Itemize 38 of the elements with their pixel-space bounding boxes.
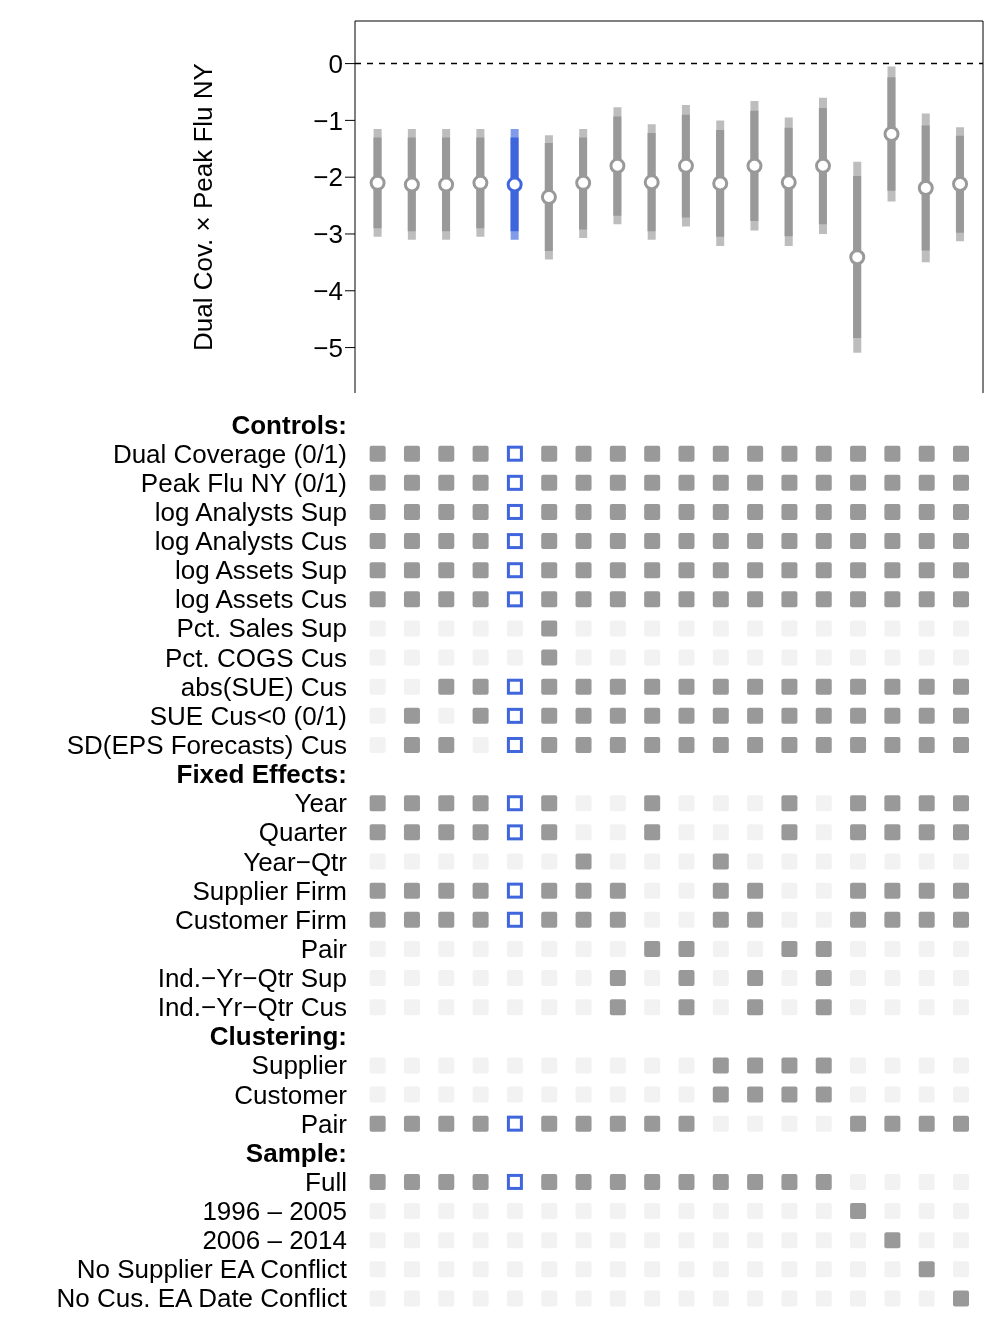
y-axis-title: Dual Cov. × Peak Flu NY [188, 63, 219, 351]
y-tick-label: log Analysts Sup [154, 496, 347, 527]
y-tick-label: −4 [313, 276, 343, 306]
y-tick-label: Pct. COGS Cus [164, 642, 347, 673]
y-tick-label: log Assets Cus [175, 584, 347, 615]
y-tick-label: Year−Qtr [243, 846, 348, 877]
y-tick-label: Full [305, 1166, 347, 1197]
y-tick-label: abs(SUE) Cus [180, 671, 347, 702]
y-tick-label: SUE Cus<0 (0/1) [149, 700, 347, 731]
y-tick-label: Year [294, 788, 348, 819]
y-tick-label: 0 [328, 48, 343, 79]
y-tick-label: −2 [313, 162, 343, 193]
y-tick-label: Fixed Effects: [176, 759, 347, 790]
y-tick-label: 2006 – 2014 [202, 1225, 347, 1256]
y-tick-label: SD(EPS Forecasts) Cus [66, 729, 347, 760]
y-tick-label: Ind.−Yr−Qtr Sup [157, 963, 347, 994]
y-tick-label: log Analysts Cus [154, 526, 347, 557]
y-tick-label: Dual Coverage (0/1) [112, 438, 347, 469]
y-tick-label: Ind.−Yr−Qtr Cus [157, 992, 347, 1023]
y-tick-label: Pct. Sales Sup [176, 613, 347, 644]
y-tick-label: Controls: [231, 409, 347, 440]
y-tick-label: Supplier Firm [192, 875, 347, 906]
y-tick-label: Customer Firm [175, 904, 347, 935]
y-tick-label: 1996 – 2005 [202, 1196, 347, 1227]
y-tick-label: log Assets Sup [175, 555, 347, 586]
y-tick-label: Clustering: [209, 1021, 347, 1052]
y-tick-label: −1 [313, 105, 343, 136]
y-tick-label: −3 [313, 219, 343, 250]
y-tick-label: Quarter [258, 817, 348, 848]
y-tick-label: Customer [234, 1079, 348, 1110]
y-tick-label: Pair [300, 933, 348, 964]
y-tick-label: Pair [300, 1108, 348, 1139]
y-tick-label: Peak Flu NY (0/1) [140, 467, 347, 498]
y-tick-label: Sample: [245, 1137, 347, 1168]
y-tick-label: Supplier [251, 1050, 348, 1081]
y-tick-label: −5 [313, 332, 343, 363]
y-tick-label: No Cus. EA Date Conflict [56, 1283, 348, 1314]
y-tick-label: No Supplier EA Conflict [76, 1254, 348, 1285]
